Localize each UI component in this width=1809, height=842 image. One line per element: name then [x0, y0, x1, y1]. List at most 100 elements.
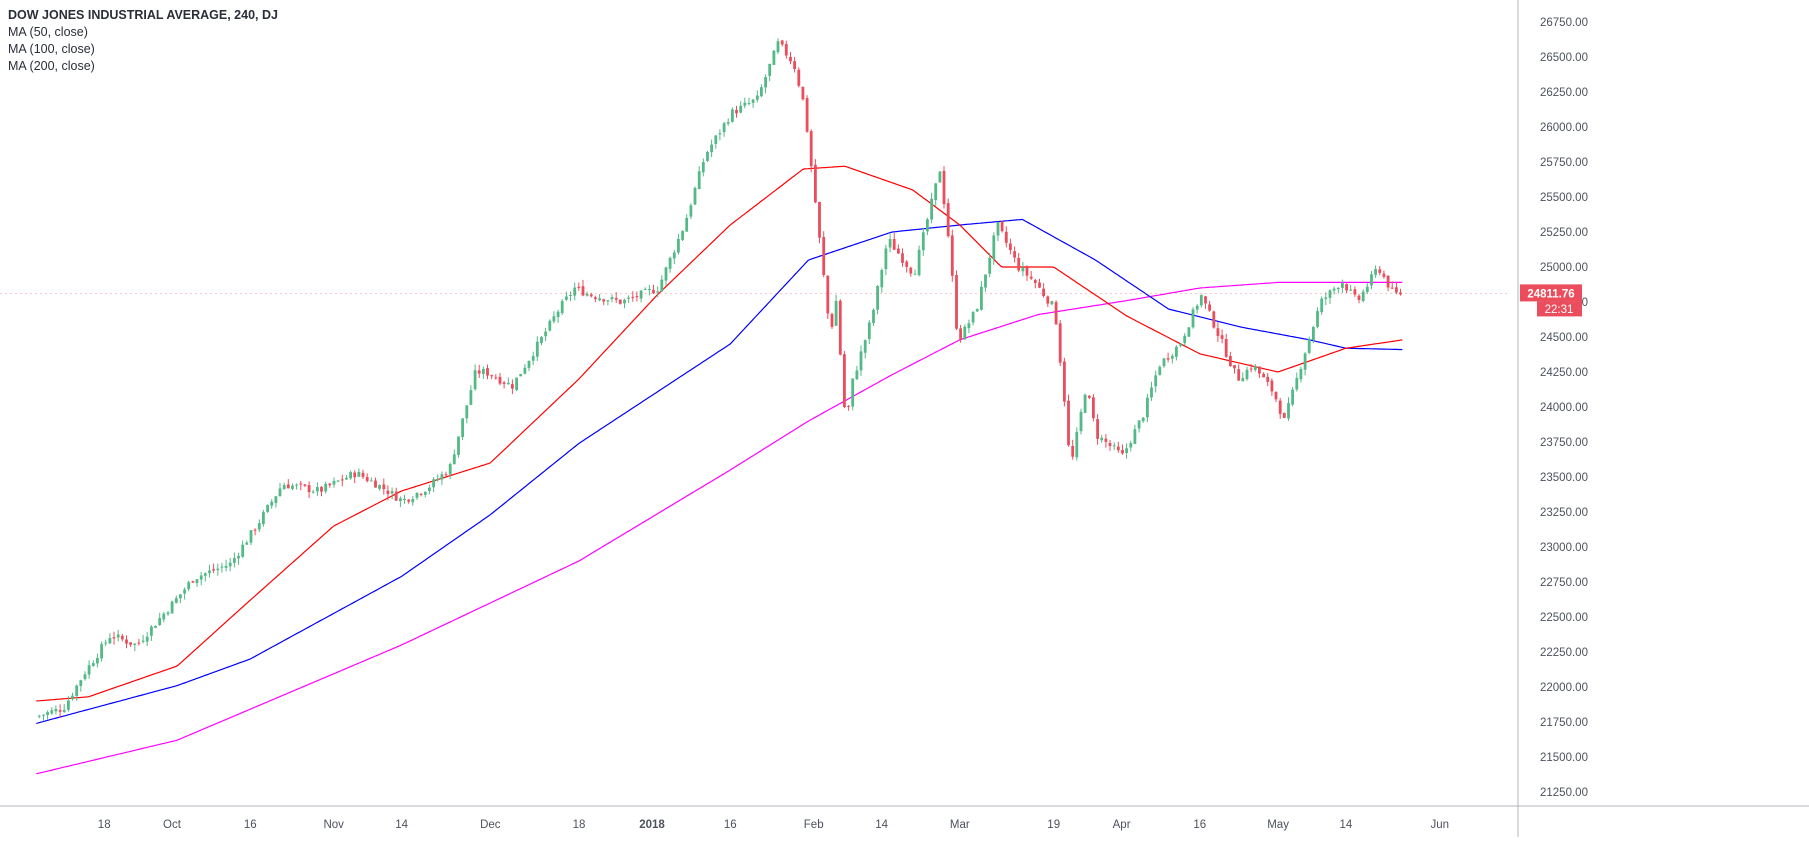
candle-body-194 — [843, 354, 846, 407]
candle-body-297 — [1270, 380, 1274, 392]
legend-ma200[interactable]: MA (200, close) — [8, 59, 95, 73]
candle-body-106 — [477, 370, 481, 374]
candle-body-125 — [556, 311, 560, 317]
candle-body-107 — [482, 368, 485, 374]
candle-body-168 — [735, 110, 738, 114]
candle-body-17 — [108, 638, 112, 644]
candle-body-298 — [1274, 391, 1278, 400]
candle-body-71 — [332, 480, 336, 485]
candle-body-300 — [1282, 413, 1286, 418]
candle-body-295 — [1262, 373, 1265, 378]
candle-body-239 — [1029, 276, 1033, 279]
candle-body-317 — [1353, 289, 1357, 295]
candle-body-256 — [1100, 437, 1104, 441]
candle-body-22 — [129, 642, 132, 645]
candle-body-149 — [656, 291, 660, 293]
candle-body-38 — [195, 579, 199, 584]
legend-ma50[interactable]: MA (50, close) — [8, 25, 88, 39]
candle-body-172 — [751, 99, 755, 103]
candle-body-153 — [672, 252, 676, 259]
candle-body-251 — [1079, 411, 1083, 432]
candle-body-258 — [1108, 443, 1112, 446]
candle-body-316 — [1349, 289, 1353, 291]
candle-body-102 — [461, 418, 464, 437]
candle-body-111 — [498, 376, 502, 384]
candle-body-112 — [502, 382, 506, 384]
candle-body-151 — [664, 267, 668, 281]
candle-body-271 — [1162, 358, 1166, 367]
candle-body-200 — [867, 322, 871, 340]
candle-body-184 — [801, 86, 805, 100]
candle-body-130 — [577, 286, 581, 288]
candle-body-123 — [548, 320, 552, 331]
chart-legend: DOW JONES INDUSTRIAL AVERAGE, 240, DJ MA… — [8, 7, 278, 75]
candle-body-131 — [581, 286, 585, 296]
candle-body-155 — [681, 231, 684, 240]
candle-body-203 — [880, 270, 884, 288]
x-tick-label: 18 — [98, 819, 111, 831]
candle-body-21 — [125, 639, 128, 644]
candle-body-250 — [1075, 431, 1079, 458]
candle-body-65 — [307, 485, 311, 493]
candle-body-7 — [67, 700, 70, 710]
candle-body-137 — [606, 300, 610, 302]
candle-body-113 — [506, 382, 510, 385]
last-price-tag — [1520, 284, 1582, 302]
candle-body-145 — [639, 290, 643, 299]
candle-body-90 — [411, 499, 415, 503]
candle-body-26 — [145, 636, 149, 642]
candle-body-263 — [1129, 443, 1133, 448]
candle-body-86 — [394, 491, 398, 501]
candle-body-150 — [660, 279, 664, 292]
candle-body-139 — [614, 298, 618, 300]
candle-body-13 — [91, 663, 95, 666]
candle-body-99 — [448, 464, 452, 475]
y-tick-label: 26500.00 — [1540, 52, 1588, 64]
candle-body-225 — [971, 311, 975, 323]
candle-body-157 — [689, 205, 693, 217]
candle-body-281 — [1204, 296, 1207, 304]
candle-body-290 — [1241, 378, 1245, 382]
x-tick-label: 16 — [724, 819, 737, 831]
candle-body-240 — [1033, 279, 1037, 283]
candle-body-209 — [905, 261, 909, 267]
candle-body-174 — [760, 87, 763, 97]
candle-body-190 — [826, 275, 830, 314]
candle-body-118 — [527, 360, 531, 368]
candle-body-163 — [714, 135, 718, 144]
candle-body-238 — [1025, 267, 1029, 276]
candle-body-142 — [627, 297, 630, 299]
candle-body-245 — [1054, 302, 1058, 325]
candle-body-320 — [1365, 286, 1369, 292]
candle-body-275 — [1179, 344, 1182, 346]
candle-body-299 — [1278, 400, 1282, 414]
candle-body-186 — [809, 131, 813, 167]
candle-body-140 — [618, 299, 622, 304]
candle-body-189 — [822, 237, 826, 275]
candle-body-28 — [154, 625, 157, 628]
candle-body-42 — [212, 569, 215, 571]
candle-body-242 — [1042, 288, 1045, 296]
candle-body-207 — [897, 248, 900, 254]
x-tick-label: 18 — [573, 819, 586, 831]
candle-body-296 — [1266, 376, 1270, 382]
candle-body-222 — [959, 328, 962, 340]
candle-body-146 — [643, 289, 647, 290]
candle-body-164 — [718, 133, 722, 135]
candle-body-57 — [274, 496, 278, 503]
candle-body-228 — [984, 274, 987, 288]
candle-body-302 — [1291, 389, 1294, 405]
candle-body-218 — [942, 170, 946, 205]
candle-body-188 — [818, 202, 821, 238]
candle-body-326 — [1390, 287, 1394, 289]
candle-body-185 — [805, 98, 809, 132]
candle-body-234 — [1009, 243, 1012, 251]
candle-body-171 — [747, 103, 751, 104]
candle-body-69 — [324, 483, 328, 492]
candle-body-284 — [1216, 328, 1220, 336]
y-tick-label: 22500.00 — [1540, 612, 1588, 624]
legend-ma100[interactable]: MA (100, close) — [8, 42, 95, 56]
candle-body-34 — [179, 594, 182, 599]
